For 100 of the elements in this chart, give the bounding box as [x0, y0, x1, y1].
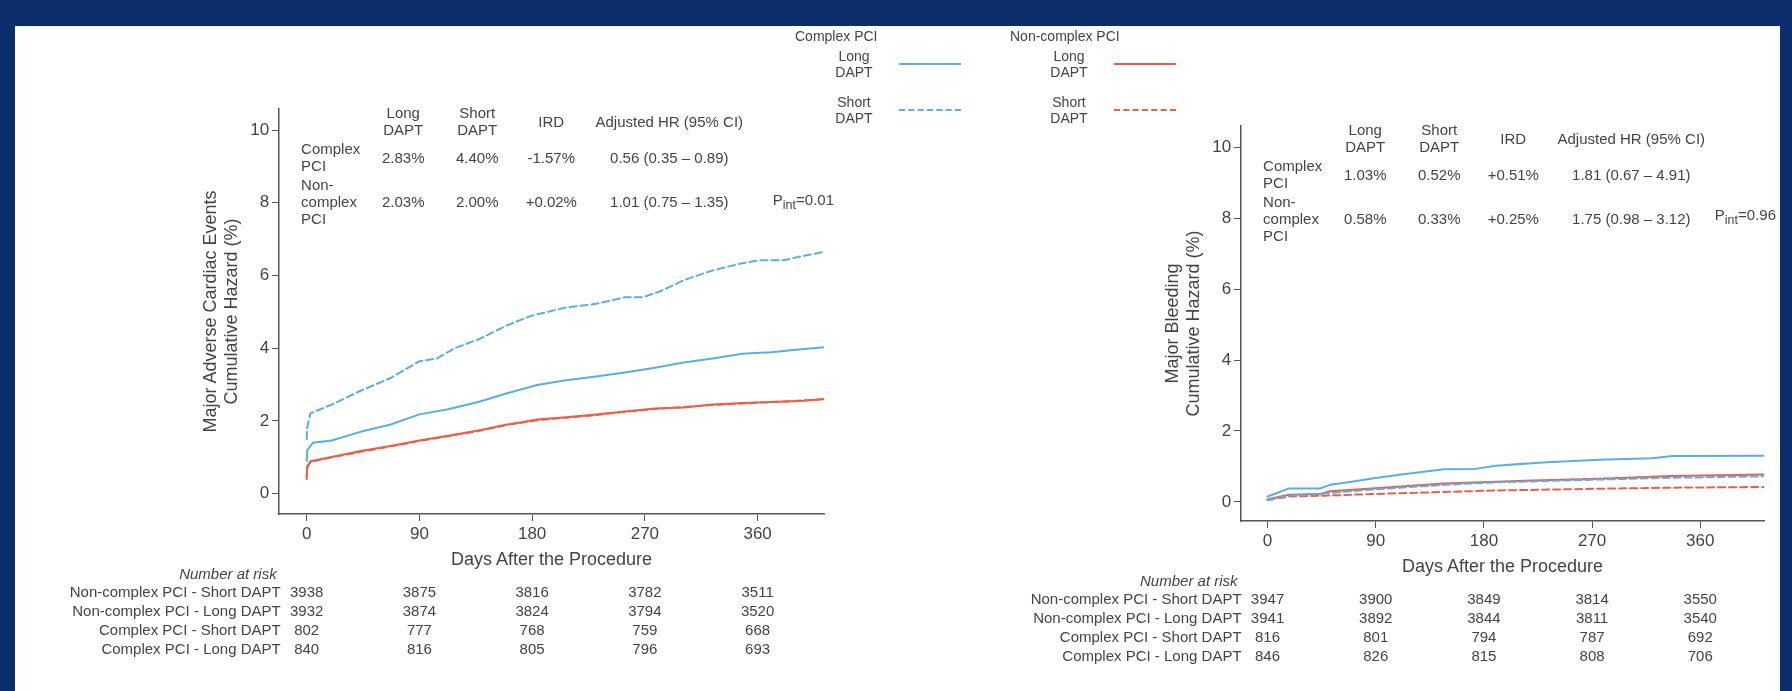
text: Complex PCI - Short DAPT: [1059, 628, 1242, 645]
text: Complex PCI - Short DAPT: [98, 621, 281, 638]
y-tick-label: 8: [259, 192, 270, 212]
y-tick-label: 0: [259, 483, 270, 503]
annotation: 0.33%: [1417, 209, 1462, 229]
text: Complex PCI: [795, 28, 878, 44]
text: 3540: [1683, 609, 1717, 626]
text: 805: [519, 640, 545, 657]
text: 693: [745, 640, 771, 657]
text: 3824: [515, 602, 549, 619]
text: Complex PCI - Long DAPT: [1062, 647, 1242, 664]
y-tick-label: 10: [1212, 136, 1232, 156]
annotation: Non-complex PCI: [1263, 192, 1320, 245]
x-tick-label: 90: [409, 523, 429, 543]
y-axis-title: Major Adverse Cardiac Events Cumulative Hazard (%): [199, 190, 242, 433]
annotation: 1.75 (0.98 – 3.12): [1571, 209, 1692, 229]
text: 796: [632, 640, 658, 657]
y-axis-title: Major Bleeding Cumulative Hazard (%): [1161, 230, 1204, 417]
text: 801: [1363, 628, 1389, 645]
text: 3875: [402, 583, 437, 600]
text: 840: [294, 640, 320, 657]
y-tick-label: 4: [259, 337, 270, 357]
y-tick-label: 10: [250, 119, 270, 139]
annotation: 1.81 (0.67 – 4.91): [1571, 164, 1692, 185]
text: 777: [406, 621, 432, 638]
annotation: IRD: [1499, 128, 1528, 149]
annotation: Short DAPT: [456, 103, 499, 139]
text: Non-complex PCI - Long DAPT: [72, 602, 281, 619]
x-tick-label: 0: [301, 523, 312, 543]
text: Number at risk: [1140, 572, 1238, 589]
text: 759: [632, 621, 658, 638]
legend-label: Long DAPT: [834, 48, 874, 80]
text: Number at risk: [179, 565, 277, 582]
annotation: 2.00%: [455, 192, 500, 212]
annotation: +0.25%: [1486, 209, 1540, 229]
y-tick-label: 0: [1221, 491, 1232, 511]
text: 692: [1687, 628, 1713, 645]
y-tick-label: 4: [1221, 349, 1232, 369]
text: 826: [1363, 647, 1389, 664]
text: 3520: [740, 602, 775, 619]
text: 816: [406, 640, 432, 657]
text: 3816: [515, 583, 549, 600]
text: 3892: [1359, 609, 1393, 626]
annotation: 2.83%: [381, 147, 426, 168]
annotation: +0.02%: [524, 192, 578, 212]
text: 3932: [289, 602, 324, 619]
text: 802: [294, 621, 320, 638]
x-tick-label: 270: [1577, 530, 1607, 550]
annotation: IRD: [537, 111, 566, 132]
annotation: 0.52%: [1417, 164, 1462, 185]
annotation: P$_{int}$=0.01: [772, 190, 834, 212]
text: 3900: [1359, 590, 1393, 607]
x-tick-label: 180: [1469, 530, 1499, 550]
line-series: [305, 250, 824, 441]
annotation: Complex PCI: [1263, 156, 1324, 192]
x-axis-title: Days After the Procedure: [1402, 556, 1604, 577]
legend-label: Long DAPT: [1049, 48, 1089, 80]
text: 668: [745, 621, 771, 638]
text: 787: [1579, 628, 1605, 645]
legend-label: Short DAPT: [834, 94, 874, 126]
text: 3794: [628, 602, 662, 619]
annotation: Complex PCI: [301, 139, 362, 175]
text: 3814: [1575, 590, 1609, 607]
x-tick-label: 180: [517, 523, 547, 543]
annotation: 4.40%: [455, 147, 500, 168]
annotation: -1.57%: [526, 147, 577, 168]
annotation: 1.03%: [1343, 164, 1388, 185]
text: 3844: [1467, 609, 1501, 626]
text: Non-complex PCI - Long DAPT: [1033, 609, 1242, 626]
x-axis-title: Days After the Procedure: [451, 549, 653, 570]
y-tick-label: 2: [259, 410, 270, 430]
text: 3849: [1467, 590, 1501, 607]
text: 3511: [741, 583, 774, 600]
y-tick-label: 8: [1221, 207, 1232, 227]
text: 3947: [1250, 590, 1285, 607]
y-tick-label: 6: [259, 265, 270, 285]
annotation: Adjusted HR (95% CI): [1556, 128, 1707, 149]
annotation: 0.56 (0.35 – 0.89): [609, 147, 730, 168]
text: Non-complex PCI - Short DAPT: [1030, 590, 1242, 607]
annotation: Adjusted HR (95% CI): [594, 111, 745, 132]
x-tick-label: 360: [1686, 530, 1715, 550]
text: 816: [1255, 628, 1281, 645]
text: 846: [1255, 647, 1281, 664]
x-tick-label: 270: [630, 523, 660, 543]
text: Non-complex PCI: [1010, 28, 1120, 44]
text: 794: [1471, 628, 1497, 645]
text: Complex PCI - Long DAPT: [101, 640, 281, 657]
annotation: Long DAPT: [382, 103, 425, 139]
text: 815: [1471, 647, 1497, 664]
text: 3874: [402, 602, 437, 619]
annotation: 0.58%: [1343, 209, 1388, 229]
text: 3938: [289, 583, 324, 600]
y-tick-label: 2: [1221, 420, 1232, 440]
text: Non-complex PCI - Short DAPT: [69, 583, 281, 600]
text: 3811: [1575, 609, 1609, 626]
text: 3550: [1683, 590, 1717, 607]
text: 768: [519, 621, 545, 638]
annotation: 1.01 (0.75 – 1.35): [609, 192, 730, 212]
text: 3941: [1250, 609, 1285, 626]
x-tick-label: 90: [1366, 530, 1386, 550]
